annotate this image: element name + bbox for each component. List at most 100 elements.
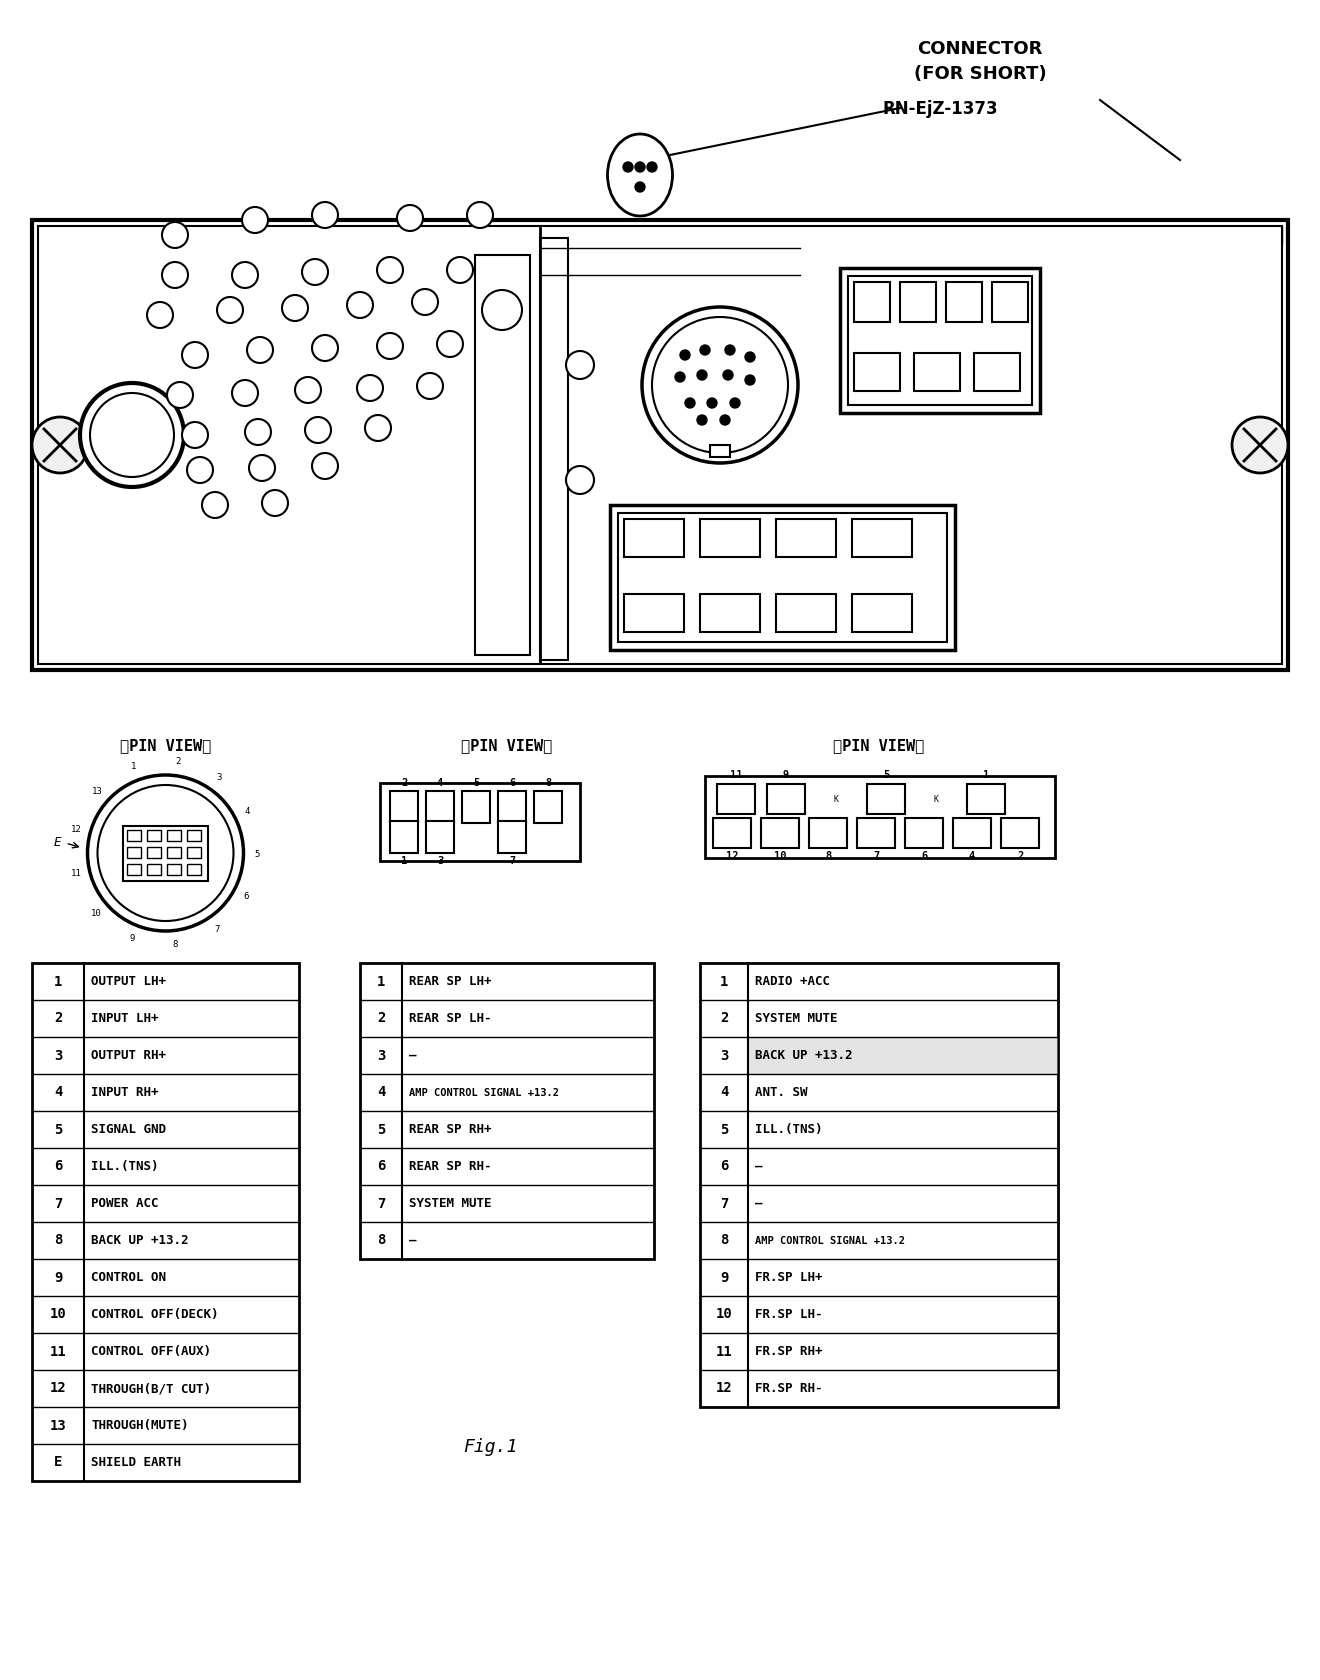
Bar — [168, 864, 181, 875]
Bar — [187, 830, 201, 840]
Text: 1: 1 — [376, 974, 385, 988]
Bar — [993, 282, 1028, 323]
Text: 11: 11 — [715, 1344, 733, 1359]
Circle shape — [697, 370, 708, 380]
Bar — [748, 1037, 1059, 1074]
Bar — [360, 963, 653, 1258]
Circle shape — [482, 291, 521, 329]
Bar — [847, 276, 1032, 405]
Bar — [713, 818, 751, 848]
Circle shape — [302, 259, 327, 286]
Circle shape — [81, 383, 183, 487]
Circle shape — [216, 297, 243, 323]
Text: CONTROL OFF(DECK): CONTROL OFF(DECK) — [91, 1309, 219, 1320]
Bar — [618, 512, 946, 642]
Text: SYSTEM MUTE: SYSTEM MUTE — [755, 1011, 837, 1025]
Bar — [700, 519, 760, 558]
Circle shape — [623, 161, 634, 171]
Text: RADIO +ACC: RADIO +ACC — [755, 974, 830, 988]
Text: 5: 5 — [719, 1122, 729, 1136]
Circle shape — [162, 222, 187, 249]
Circle shape — [147, 302, 173, 328]
Text: 1: 1 — [54, 974, 62, 988]
Text: 13: 13 — [92, 786, 103, 796]
Bar — [389, 822, 418, 853]
Circle shape — [397, 205, 422, 230]
Bar — [776, 595, 836, 632]
Text: REAR SP RH+: REAR SP RH+ — [409, 1122, 491, 1136]
Text: 10: 10 — [715, 1307, 733, 1322]
Bar — [854, 282, 890, 323]
Text: 6: 6 — [921, 852, 927, 860]
Bar — [809, 818, 847, 848]
Text: 11: 11 — [730, 769, 742, 780]
Circle shape — [700, 344, 710, 354]
Text: 7: 7 — [873, 852, 879, 860]
Text: 6: 6 — [54, 1159, 62, 1174]
Text: 〈PIN VIEW〉: 〈PIN VIEW〉 — [120, 739, 211, 754]
Bar — [32, 963, 300, 1482]
Text: 8: 8 — [376, 1233, 385, 1248]
Circle shape — [680, 349, 690, 360]
Circle shape — [162, 262, 187, 287]
Text: 6: 6 — [719, 1159, 729, 1174]
Circle shape — [312, 454, 338, 479]
Text: THROUGH(B/T CUT): THROUGH(B/T CUT) — [91, 1383, 211, 1394]
Text: 3: 3 — [437, 857, 444, 865]
Bar — [767, 785, 805, 815]
Bar — [535, 791, 562, 823]
Circle shape — [202, 492, 228, 517]
Text: 3: 3 — [719, 1048, 729, 1062]
Text: 4: 4 — [969, 852, 975, 860]
Circle shape — [312, 334, 338, 361]
Text: —: — — [755, 1196, 763, 1210]
Text: 8: 8 — [54, 1233, 62, 1248]
Circle shape — [261, 491, 288, 516]
Bar — [857, 818, 895, 848]
Bar — [946, 282, 982, 323]
Text: (FOR SHORT): (FOR SHORT) — [913, 66, 1047, 82]
Text: AMP CONTROL SIGNAL +13.2: AMP CONTROL SIGNAL +13.2 — [409, 1087, 558, 1097]
Text: 8: 8 — [825, 852, 832, 860]
Text: 2: 2 — [719, 1011, 729, 1025]
Text: —: — — [409, 1235, 417, 1247]
Text: 6: 6 — [244, 892, 249, 902]
Circle shape — [447, 257, 473, 282]
Circle shape — [378, 333, 403, 360]
Text: 4: 4 — [54, 1085, 62, 1099]
Text: REAR SP RH-: REAR SP RH- — [409, 1159, 491, 1173]
Text: K: K — [933, 795, 939, 803]
Bar — [717, 785, 755, 815]
Bar — [840, 269, 1040, 413]
Circle shape — [635, 181, 645, 192]
Text: CONNECTOR: CONNECTOR — [917, 40, 1043, 59]
Text: 2: 2 — [54, 1011, 62, 1025]
Circle shape — [412, 289, 438, 314]
Text: 10: 10 — [91, 909, 102, 917]
Circle shape — [566, 351, 594, 380]
Text: REAR SP LH+: REAR SP LH+ — [409, 974, 491, 988]
Text: —: — — [755, 1159, 763, 1173]
Circle shape — [652, 318, 788, 454]
Circle shape — [1232, 417, 1288, 474]
Bar — [498, 822, 525, 853]
Text: 13: 13 — [50, 1418, 66, 1433]
Text: FR.SP LH+: FR.SP LH+ — [755, 1272, 822, 1284]
Text: 9: 9 — [783, 769, 789, 780]
Bar — [38, 227, 1282, 244]
Circle shape — [242, 207, 268, 234]
Text: OUTPUT LH+: OUTPUT LH+ — [91, 974, 166, 988]
Circle shape — [719, 415, 730, 425]
Bar — [854, 353, 900, 391]
Text: 7: 7 — [376, 1196, 385, 1211]
Text: SIGNAL GND: SIGNAL GND — [91, 1122, 166, 1136]
Bar — [127, 847, 141, 857]
Ellipse shape — [607, 134, 672, 217]
Circle shape — [723, 370, 733, 380]
Circle shape — [232, 380, 257, 407]
Bar — [700, 595, 760, 632]
Bar — [168, 847, 181, 857]
Bar — [127, 830, 141, 840]
Bar — [127, 864, 141, 875]
Bar — [38, 227, 1282, 664]
